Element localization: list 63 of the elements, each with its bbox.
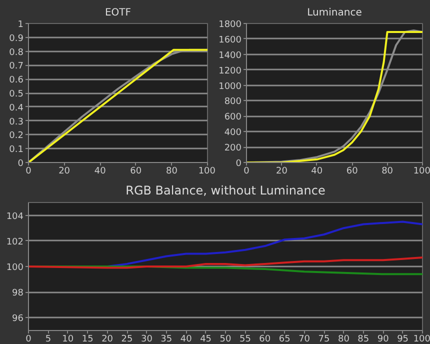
x-tick-label: 5 bbox=[45, 334, 52, 344]
x-tick-label: 20 bbox=[102, 334, 114, 344]
x-tick-label: 0 bbox=[26, 334, 32, 344]
x-tick-label: 95 bbox=[397, 334, 409, 344]
y-tick-label: 104 bbox=[6, 212, 24, 222]
x-tick-label: 80 bbox=[382, 166, 394, 176]
chart-title: RGB Balance, without Luminance bbox=[126, 184, 326, 198]
y-tick-label: 0.2 bbox=[9, 131, 24, 142]
x-tick-label: 70 bbox=[298, 334, 310, 344]
x-tick-label: 80 bbox=[338, 334, 350, 344]
x-tick-label: 60 bbox=[346, 166, 358, 176]
x-tick-label: 40 bbox=[180, 334, 192, 344]
y-tick-label: 0.5 bbox=[9, 90, 24, 100]
x-tick-label: 20 bbox=[58, 166, 70, 176]
y-tick-label: 0 bbox=[236, 159, 242, 169]
y-tick-label: 0.3 bbox=[9, 117, 24, 128]
x-tick-label: 35 bbox=[160, 334, 172, 344]
x-tick-label: 100 bbox=[198, 166, 216, 176]
y-tick-label: 1200 bbox=[218, 66, 242, 76]
y-tick-label: 0.9 bbox=[9, 34, 24, 44]
y-tick-label: 0 bbox=[18, 159, 24, 169]
x-tick-label: 60 bbox=[130, 166, 142, 176]
y-tick-label: 96 bbox=[12, 314, 24, 324]
y-tick-label: 1400 bbox=[218, 50, 242, 61]
x-tick-label: 85 bbox=[358, 334, 370, 344]
x-tick-label: 10 bbox=[62, 334, 74, 344]
x-tick-label: 50 bbox=[220, 334, 232, 344]
y-tick-label: 98 bbox=[12, 288, 24, 299]
chart-title: Luminance bbox=[307, 8, 362, 18]
x-tick-label: 25 bbox=[121, 334, 133, 344]
y-tick-label: 600 bbox=[224, 112, 242, 123]
x-tick-label: 80 bbox=[166, 166, 178, 176]
y-tick-label: 400 bbox=[224, 128, 242, 138]
x-tick-label: 45 bbox=[200, 334, 212, 344]
x-tick-label: 65 bbox=[278, 334, 290, 344]
line-series bbox=[28, 256, 422, 269]
x-tick-label: 0 bbox=[26, 166, 32, 176]
y-tick-label: 1 bbox=[18, 20, 24, 30]
chart-title: EOTF bbox=[104, 8, 132, 18]
x-tick-label: 20 bbox=[276, 166, 288, 176]
x-tick-label: 60 bbox=[259, 334, 271, 344]
y-tick-label: 1000 bbox=[218, 82, 242, 92]
y-tick-label: 200 bbox=[224, 144, 242, 154]
x-tick-label: 15 bbox=[82, 334, 94, 344]
y-tick-label: 100 bbox=[6, 263, 24, 273]
y-tick-label: 0.4 bbox=[9, 103, 24, 114]
y-tick-label: 0.6 bbox=[9, 76, 24, 86]
x-tick-label: 0 bbox=[244, 166, 250, 176]
y-tick-label: 0.8 bbox=[9, 48, 24, 58]
y-tick-label: 1800 bbox=[218, 20, 242, 30]
x-tick-label: 100 bbox=[413, 334, 430, 344]
x-tick-label: 55 bbox=[239, 334, 251, 344]
y-tick-label: 800 bbox=[224, 97, 242, 108]
y-tick-label: 0.1 bbox=[9, 145, 24, 156]
x-tick-label: 75 bbox=[318, 334, 330, 344]
x-tick-label: 30 bbox=[140, 334, 153, 344]
x-tick-label: 40 bbox=[94, 166, 106, 176]
x-tick-label: 40 bbox=[311, 166, 323, 176]
x-tick-label: 100 bbox=[413, 166, 430, 176]
x-tick-label: 90 bbox=[377, 334, 390, 344]
y-tick-label: 1600 bbox=[218, 35, 242, 46]
y-tick-label: 102 bbox=[6, 237, 24, 248]
y-tick-label: 0.7 bbox=[9, 62, 24, 72]
